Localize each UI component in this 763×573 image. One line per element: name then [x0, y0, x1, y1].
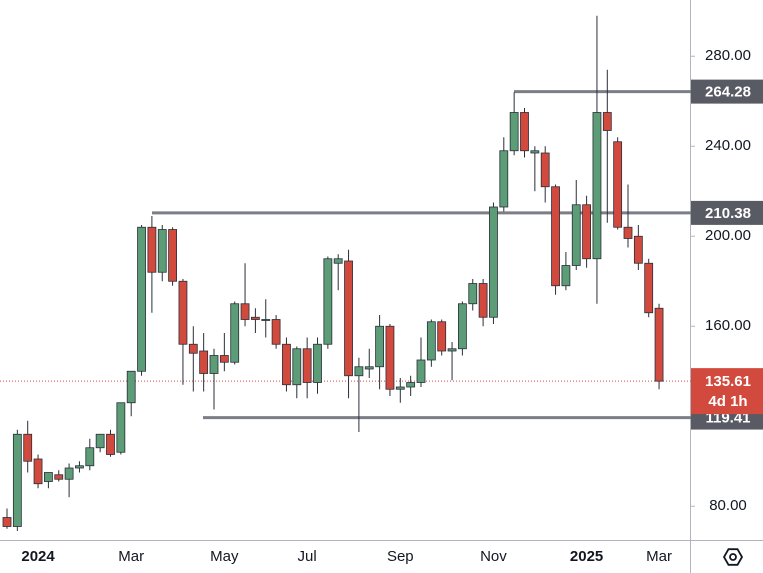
candle-body [385, 325, 395, 390]
level-label: 264.28 [705, 84, 751, 101]
candle-body [520, 112, 529, 152]
candle-body [478, 283, 488, 318]
candle-body [509, 112, 519, 152]
candle-body [561, 265, 571, 287]
candle-body [44, 472, 53, 482]
last-price-box [691, 368, 763, 415]
candle-body [54, 474, 64, 480]
candle-body [116, 402, 126, 453]
candle-body [437, 321, 447, 352]
x-tick-label: Jul [298, 548, 317, 565]
candle-body [261, 319, 271, 321]
x-tick-label: Sep [387, 548, 414, 565]
candle-body [106, 433, 115, 455]
candle-body [12, 433, 22, 527]
candle-body [623, 226, 633, 239]
candle-body [426, 321, 436, 361]
candle-body [168, 229, 178, 282]
candle-body [644, 262, 654, 314]
candle-body [147, 226, 157, 273]
candle-body [199, 350, 209, 374]
candle-body [85, 447, 95, 467]
candle-body [602, 112, 612, 131]
candle-body [271, 319, 281, 345]
y-tick-label: 280.00 [705, 47, 751, 64]
level-label-box [691, 79, 763, 104]
y-tick-label: 160.00 [705, 317, 751, 334]
candle-body [126, 370, 136, 404]
countdown-label: 4d 1h [708, 393, 747, 410]
candle-body [406, 382, 416, 388]
candle-body [592, 112, 602, 260]
candle-body [344, 260, 353, 377]
candle-body [395, 386, 405, 390]
candle-body [209, 355, 219, 374]
candle-body [313, 343, 322, 383]
x-tick-label: 2024 [21, 548, 55, 565]
candle-body [551, 186, 560, 287]
candle-body [23, 433, 33, 462]
settings-icon[interactable] [722, 548, 744, 566]
candle-body [499, 150, 509, 208]
candle-body [219, 355, 229, 363]
candle-body [188, 343, 198, 354]
candle-body [613, 141, 623, 228]
candle-body [157, 229, 167, 273]
candle-body [333, 258, 343, 264]
candle-body [240, 303, 250, 320]
candle-body [292, 348, 302, 386]
candle-body [64, 467, 74, 480]
candle-body [178, 280, 188, 345]
candle-body [250, 316, 260, 320]
level-label: 210.38 [705, 205, 751, 222]
x-tick-label: Mar [118, 548, 144, 565]
settings-hex [722, 548, 744, 566]
candle-body [95, 433, 105, 449]
candle-body [323, 258, 333, 345]
candle-body [530, 150, 540, 154]
candle-body [302, 348, 312, 383]
candle-body [33, 458, 43, 485]
candle-body [354, 366, 364, 377]
candle-body [137, 226, 146, 372]
level-label-box [691, 200, 763, 225]
candle-body [489, 206, 498, 318]
x-tick-label: 2025 [570, 548, 603, 565]
y-tick-label: 200.00 [705, 227, 751, 244]
y-tick-label: 80.00 [709, 497, 747, 514]
x-tick-label: Mar [646, 548, 672, 565]
x-tick-label: Nov [480, 548, 507, 565]
candle-body [447, 348, 457, 352]
candle-body [457, 303, 467, 350]
candle-body [364, 366, 374, 370]
candle-body [633, 235, 643, 264]
candle-body [416, 359, 426, 383]
last-price-label: 135.61 [705, 373, 751, 390]
candle-body [2, 517, 12, 527]
candle-body [230, 303, 240, 363]
candle-body [540, 152, 550, 188]
candle-body [375, 325, 385, 368]
candle-body [582, 204, 591, 260]
candle-body [468, 283, 478, 305]
candle-body [75, 465, 84, 469]
candle-body [571, 204, 581, 266]
candle-body [654, 307, 664, 382]
x-tick-label: May [210, 548, 239, 565]
candle-body [282, 343, 291, 386]
y-tick-label: 240.00 [705, 137, 751, 154]
settings-dot [729, 553, 737, 561]
